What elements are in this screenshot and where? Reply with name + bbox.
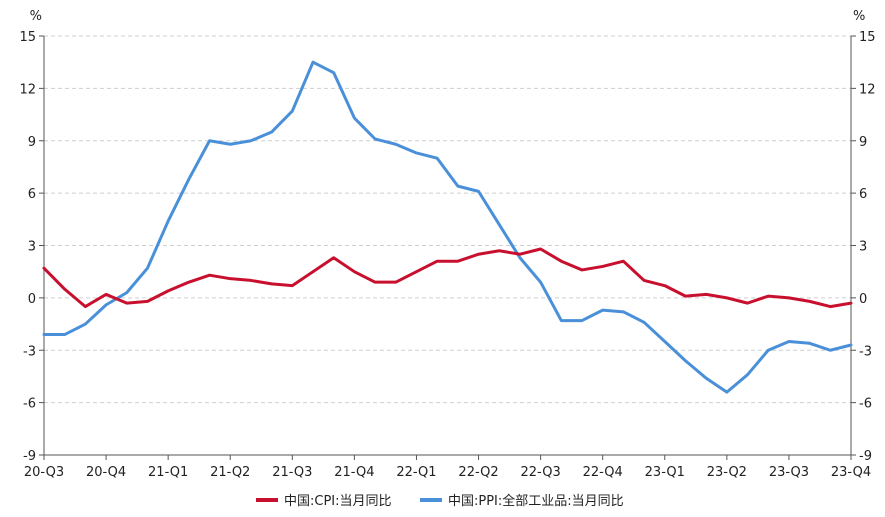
- x-tick-label: 23-Q1: [645, 465, 685, 480]
- x-tick-label: 22-Q3: [521, 465, 561, 480]
- x-tick-label: 23-Q2: [707, 465, 747, 480]
- left-tick-label: 12: [19, 82, 36, 97]
- x-tick-label: 23-Q3: [769, 465, 809, 480]
- ppi-line: [42, 60, 853, 394]
- x-tick-label: 22-Q1: [396, 465, 436, 480]
- right-tick-label: 0: [859, 292, 867, 307]
- left-y-unit-label: %: [30, 9, 42, 24]
- left-tick-label: -3: [23, 344, 36, 359]
- legend: 中国:CPI:当月同比 中国:PPI:全部工业品:当月同比: [256, 493, 624, 509]
- right-tick-label: 12: [859, 82, 876, 97]
- x-tick-label: 20-Q3: [24, 465, 64, 480]
- x-axis-ticks: 20-Q3 20-Q4 21-Q1 21-Q2 21-Q3 21-Q4 22-Q1 22-Q2…: [24, 455, 871, 480]
- x-tick-label: 20-Q4: [86, 465, 126, 480]
- left-tick-label: -9: [23, 449, 36, 464]
- series-lines: [42, 60, 853, 394]
- right-tick-label: 9: [859, 135, 867, 150]
- x-tick-label: 21-Q4: [334, 465, 374, 480]
- left-tick-label: 3: [28, 240, 36, 255]
- left-tick-label: 0: [28, 292, 36, 307]
- left-tick-label: 6: [28, 187, 36, 202]
- gridlines: [44, 35, 851, 404]
- legend-label: 中国:CPI:当月同比: [284, 494, 392, 509]
- x-tick-label: 22-Q4: [583, 465, 623, 480]
- left-y-axis-ticks: -9 -6 -3 0 3 6 9 12 15: [19, 30, 44, 464]
- legend-item-ppi: 中国:PPI:全部工业品:当月同比: [420, 493, 624, 509]
- x-tick-label: 21-Q3: [272, 465, 312, 480]
- legend-item-cpi: 中国:CPI:当月同比: [256, 494, 392, 509]
- x-tick-label: 23-Q4: [831, 465, 871, 480]
- x-tick-label: 21-Q2: [210, 465, 250, 480]
- right-tick-label: 6: [859, 187, 867, 202]
- right-tick-label: -6: [859, 397, 872, 412]
- right-y-unit-label: %: [853, 9, 865, 24]
- right-tick-label: -9: [859, 449, 872, 464]
- x-tick-label: 22-Q2: [458, 465, 498, 480]
- right-tick-label: 15: [859, 30, 876, 45]
- right-y-axis-ticks: -9 -6 -3 0 3 6 9 12 15: [851, 30, 876, 464]
- cpi-line: [42, 247, 853, 309]
- right-tick-label: -3: [859, 344, 872, 359]
- left-tick-label: 15: [19, 30, 36, 45]
- right-tick-label: 3: [859, 240, 867, 255]
- x-tick-label: 21-Q1: [148, 465, 188, 480]
- legend-label: 中国:PPI:全部工业品:当月同比: [448, 493, 624, 509]
- left-tick-label: -6: [23, 397, 36, 412]
- left-tick-label: 9: [28, 135, 36, 150]
